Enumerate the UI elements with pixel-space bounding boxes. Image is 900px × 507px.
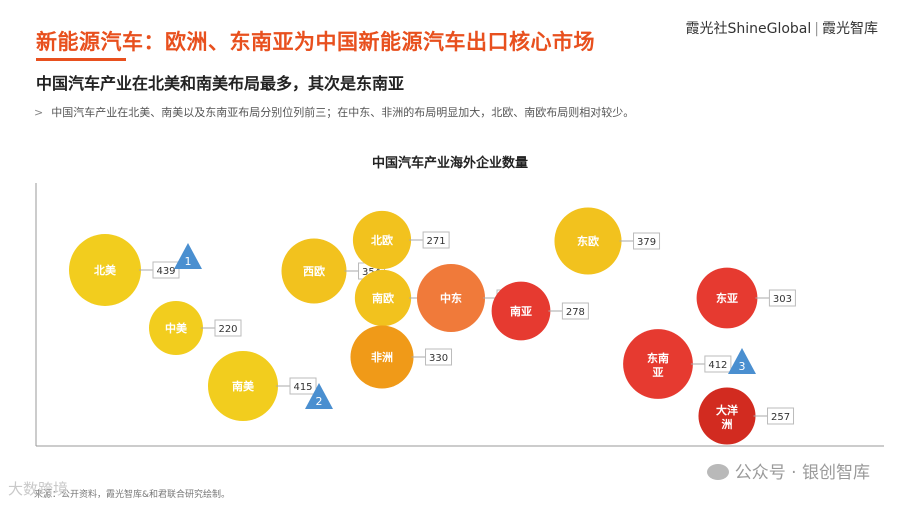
bubble-12 (698, 387, 756, 445)
bubble-label-11-a: 东南 (647, 351, 669, 365)
bubble-2 (207, 350, 279, 422)
bubble-0 (69, 234, 141, 306)
bubble-label-4: 北欧 (371, 233, 393, 247)
value-label-2: 415 (293, 382, 312, 393)
page-title: 新能源汽车：欧洲、东南亚为中国新能源汽车出口核心市场 (36, 30, 595, 54)
rank-label-3: 3 (739, 360, 746, 373)
bubble-label-6: 非洲 (371, 350, 393, 364)
rank-label-2: 2 (316, 395, 323, 408)
bubble-label-9: 东欧 (577, 234, 599, 248)
bubble-label-3: 西欧 (303, 264, 325, 278)
value-box-6 (425, 348, 453, 366)
bullet-point: > 中国汽车产业在北美、南美以及东南亚布局分别位列前三；在中东、非洲的布局明显加大… (34, 104, 634, 120)
bubble-label-10: 东亚 (716, 291, 738, 305)
wechat-icon (706, 464, 729, 480)
brand-separator: | (814, 21, 819, 37)
value-label-12: 257 (771, 412, 790, 423)
value-box-12 (767, 407, 795, 425)
value-box-0 (152, 261, 180, 279)
value-label-1: 220 (218, 324, 237, 335)
watermark-right: 公众号 · 银创智库 (706, 458, 870, 483)
bubble-5 (354, 269, 412, 327)
brand-right: 霞光智库 (822, 21, 878, 37)
bubble-9 (554, 207, 622, 275)
value-label-9: 379 (637, 237, 656, 248)
rank-marker-3 (728, 348, 756, 374)
value-label-0: 439 (156, 266, 175, 277)
bullet-arrow-icon: > (34, 106, 44, 119)
value-box-4 (422, 231, 450, 249)
bubble-label-1: 中美 (165, 321, 188, 335)
watermark-left: 大数跨境 (8, 480, 69, 498)
source-note: 来源：公开资料，霞光智库&和君联合研究绘制。 (34, 490, 231, 500)
value-box-1 (214, 319, 242, 337)
bullet-text: 中国汽车产业在北美、南美以及东南亚布局分别位列前三；在中东、非洲的布局明显加大，… (51, 106, 635, 119)
chart-title: 中国汽车产业海外企业数量 (371, 156, 528, 171)
value-label-10: 303 (773, 294, 792, 305)
bubble-8 (491, 281, 551, 341)
rank-marker-1 (174, 243, 202, 269)
rank-marker-2 (305, 383, 333, 409)
value-label-8: 278 (566, 307, 585, 318)
bubble-10 (696, 267, 758, 329)
value-box-10 (768, 289, 796, 307)
rank-label-1: 1 (185, 255, 192, 268)
bubble-label-11-b: 亚 (653, 366, 664, 379)
bubble-label-8: 南亚 (510, 304, 532, 318)
watermark-right-text: 公众号 · 银创智库 (734, 463, 870, 483)
value-label-6: 330 (429, 353, 448, 364)
bubble-label-7: 中东 (440, 291, 462, 305)
bubble-4 (352, 210, 412, 270)
bubble-label-2: 南美 (232, 379, 255, 393)
bubble-label-12-a: 大洋 (716, 403, 738, 417)
value-label-11: 412 (708, 360, 727, 371)
title-underline (36, 58, 126, 61)
value-box-9 (633, 232, 661, 250)
value-label-4: 271 (427, 236, 446, 247)
bubble-3 (281, 238, 347, 304)
bubble-label-5: 南欧 (372, 291, 394, 305)
brand-logo: 霞光社ShineGlobal | 霞光智库 (685, 18, 878, 38)
value-box-11 (704, 355, 732, 373)
bubble-label-0: 北美 (94, 263, 117, 277)
value-box-2 (289, 377, 317, 395)
bubble-1 (149, 301, 203, 355)
bubble-7 (416, 263, 486, 333)
value-box-8 (561, 302, 589, 320)
brand-left: 霞光社ShineGlobal (685, 21, 812, 37)
bubble-11 (623, 329, 693, 399)
bubble-6 (350, 325, 414, 389)
page-subtitle: 中国汽车产业在北美和南美布局最多，其次是东南亚 (36, 74, 405, 93)
bubble-label-12-b: 洲 (722, 418, 733, 431)
